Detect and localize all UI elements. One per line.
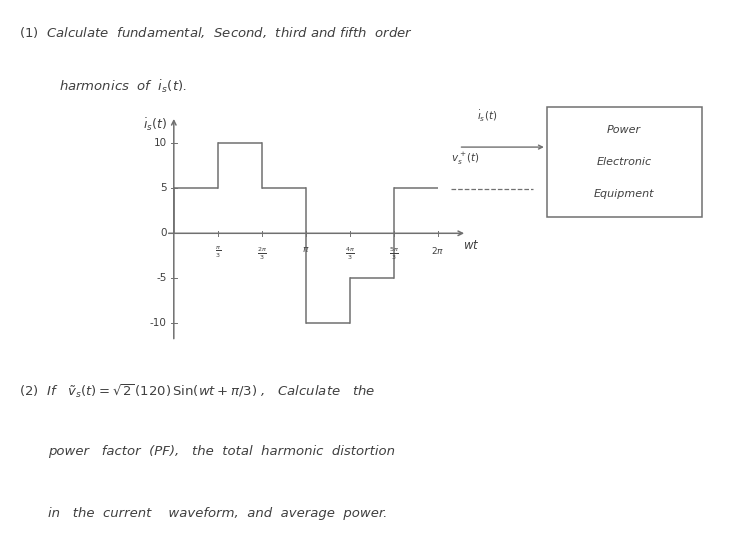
Text: $\frac{4\pi}{3}$: $\frac{4\pi}{3}$ (345, 245, 355, 262)
Text: $(1)$  Calculate  fundamental,  Second,  third and fifth  order: $(1)$ Calculate fundamental, Second, thi… (19, 25, 413, 40)
Bar (547, 107, 702, 217)
Text: $\frac{5\pi}{3}$: $\frac{5\pi}{3}$ (389, 245, 399, 262)
Text: $\dot{\imath}_s(t)$: $\dot{\imath}_s(t)$ (143, 117, 168, 133)
Text: Electronic: Electronic (597, 157, 651, 167)
Text: -5: -5 (156, 273, 166, 283)
Text: 10: 10 (154, 138, 166, 148)
Text: 0: 0 (160, 228, 166, 238)
Text: -10: -10 (150, 319, 166, 329)
Text: harmonics  of  $\dot{\imath}_s(t)$.: harmonics of $\dot{\imath}_s(t)$. (59, 78, 187, 95)
Text: $(2)$  If   $\tilde{v}_s(t) = \sqrt{2}\,(120)\,\mathrm{Sin}(wt + \pi/3)$ ,   Cal: $(2)$ If $\tilde{v}_s(t) = \sqrt{2}\,(12… (19, 382, 375, 400)
Text: 5: 5 (160, 183, 166, 193)
Text: Power: Power (607, 125, 641, 135)
Text: $\dot{\imath}_s(t)$: $\dot{\imath}_s(t)$ (477, 108, 498, 123)
Text: $\frac{\pi}{3}$: $\frac{\pi}{3}$ (215, 245, 221, 260)
Text: power   factor  (PF),   the  total  harmonic  distortion: power factor (PF), the total harmonic di… (48, 445, 395, 458)
Text: Equipment: Equipment (594, 189, 654, 199)
Text: $v_s^+(t)$: $v_s^+(t)$ (450, 151, 479, 167)
Text: in   the  current    waveform,  and  average  power.: in the current waveform, and average pow… (48, 507, 387, 520)
Text: $2\pi$: $2\pi$ (431, 245, 444, 256)
Text: $\frac{2\pi}{3}$: $\frac{2\pi}{3}$ (257, 245, 267, 262)
Text: $\pi$: $\pi$ (302, 245, 309, 254)
Text: $wt$: $wt$ (463, 238, 479, 252)
